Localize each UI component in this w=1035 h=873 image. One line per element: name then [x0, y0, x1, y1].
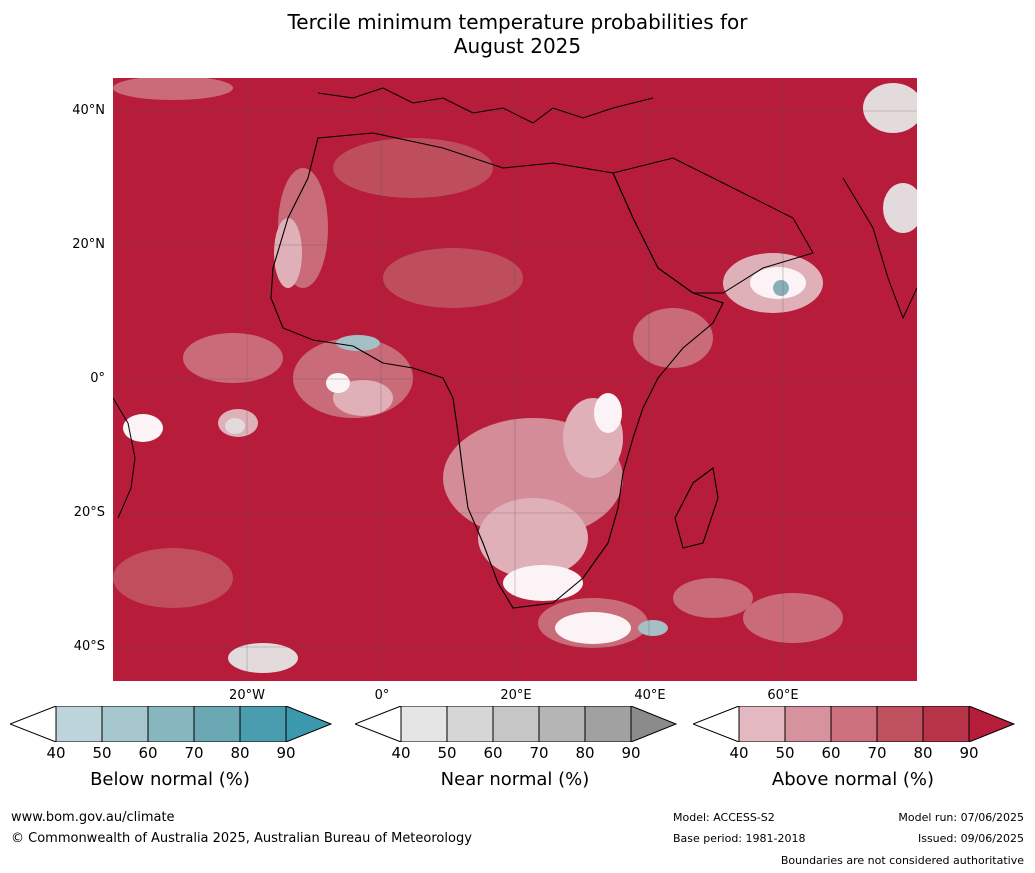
- lat-label-equator: 0°: [90, 371, 105, 386]
- below-normal-colorbar: [10, 706, 332, 742]
- map-canvas: [113, 78, 917, 681]
- lat-label-40n: 40°N: [72, 103, 105, 118]
- graticule: [113, 78, 917, 681]
- disclaimer-text: Boundaries are not considered authoritat…: [780, 854, 1024, 867]
- lat-label-40s: 40°S: [73, 639, 105, 654]
- below-normal-title: Below normal (%): [90, 769, 250, 790]
- below-tick-80: 80: [230, 744, 250, 762]
- madagascar-coastline: [674, 467, 719, 549]
- near-normal-title: Near normal (%): [440, 769, 590, 790]
- issued-text: Issued: 09/06/2025: [917, 832, 1024, 845]
- near-tick-50: 50: [437, 744, 457, 762]
- near-tick-60: 60: [483, 744, 503, 762]
- lon-label-40e: 40°E: [634, 688, 666, 703]
- above-tick-90: 90: [959, 744, 979, 762]
- near-tick-80: 80: [575, 744, 595, 762]
- near-tick-90: 90: [621, 744, 641, 762]
- lon-label-60e: 60°E: [767, 688, 799, 703]
- arabia-coastline: [612, 157, 814, 294]
- above-normal-colorbar: [693, 706, 1015, 742]
- title-line-2: August 2025: [453, 34, 582, 58]
- map-title: Tercile minimum temperature probabilitie…: [0, 10, 1035, 58]
- above-tick-80: 80: [913, 744, 933, 762]
- lon-label-0: 0°: [374, 688, 390, 703]
- europe-coastline: [317, 87, 654, 124]
- near-tick-40: 40: [391, 744, 411, 762]
- probability-map: [113, 78, 917, 681]
- model-text: Model: ACCESS-S2: [673, 811, 775, 824]
- lat-label-20s: 20°S: [73, 505, 105, 520]
- above-normal-title: Above normal (%): [771, 769, 935, 790]
- lon-label-20w: 20°W: [229, 688, 265, 703]
- lon-label-20e: 20°E: [500, 688, 532, 703]
- website-link[interactable]: www.bom.gov.au/climate: [11, 810, 175, 825]
- below-tick-90: 90: [276, 744, 296, 762]
- above-tick-50: 50: [775, 744, 795, 762]
- south-america-coastline: [113, 397, 136, 519]
- model-run-text: Model run: 07/06/2025: [898, 811, 1024, 824]
- near-tick-70: 70: [529, 744, 549, 762]
- india-coastline: [842, 177, 917, 320]
- copyright-text: © Commonwealth of Australia 2025, Austra…: [11, 831, 472, 846]
- lat-label-20n: 20°N: [72, 237, 105, 252]
- above-tick-70: 70: [867, 744, 887, 762]
- above-tick-40: 40: [729, 744, 749, 762]
- below-tick-70: 70: [184, 744, 204, 762]
- base-period-text: Base period: 1981-2018: [673, 832, 806, 845]
- below-tick-60: 60: [138, 744, 158, 762]
- above-tick-60: 60: [821, 744, 841, 762]
- title-line-1: Tercile minimum temperature probabilitie…: [287, 10, 748, 34]
- below-tick-40: 40: [46, 744, 66, 762]
- near-normal-colorbar: [355, 706, 677, 742]
- below-tick-50: 50: [92, 744, 112, 762]
- above-normal-patches: [113, 78, 917, 673]
